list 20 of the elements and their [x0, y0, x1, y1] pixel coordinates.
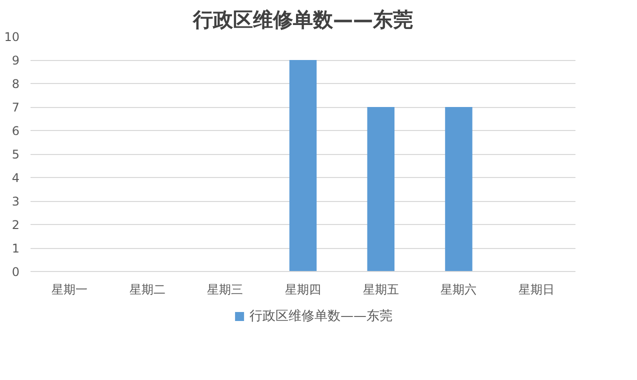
y-tick-label: 6 [12, 124, 20, 138]
y-tick-label: 3 [12, 194, 20, 208]
y-tick-label: 0 [12, 265, 20, 279]
chart-title: 行政区维修单数——东莞 [192, 8, 413, 32]
x-tick-label: 星期三 [207, 282, 244, 296]
x-tick-label: 星期五 [362, 282, 399, 296]
legend-label: 行政区维修单数——东莞 [250, 309, 393, 324]
x-tick-label: 星期一 [51, 282, 88, 296]
y-tick-label: 2 [12, 218, 20, 232]
x-tick-label: 星期二 [129, 282, 166, 296]
y-tick-label: 10 [4, 30, 20, 44]
y-tick-label: 5 [12, 148, 20, 162]
y-tick-label: 4 [12, 171, 20, 185]
y-tick-label: 8 [12, 77, 20, 91]
y-tick-label: 7 [12, 100, 20, 114]
y-tick-label: 9 [12, 54, 20, 68]
y-tick-label: 1 [12, 242, 20, 256]
x-tick-label: 星期日 [518, 282, 555, 296]
x-tick-label: 星期四 [285, 282, 321, 296]
x-tick-label: 星期六 [440, 282, 477, 296]
